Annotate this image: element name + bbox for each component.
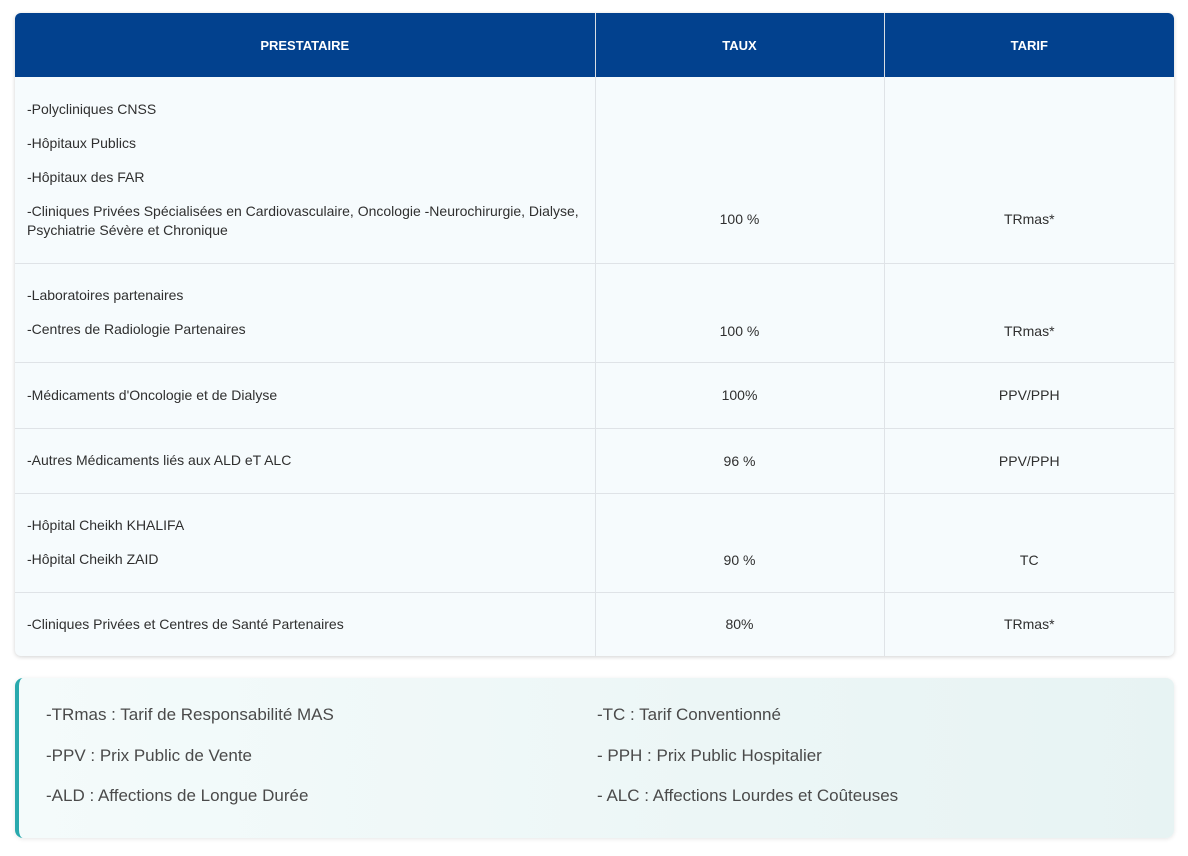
provider-name: -Médicaments d'Oncologie et de Dialyse xyxy=(27,386,278,403)
provider-name: -Autres Médicaments liés aux ALD eT ALC xyxy=(27,452,292,468)
table-row: -Cliniques Privées et Centres de Santé P… xyxy=(15,592,1174,656)
taux-cell: 90 % xyxy=(595,493,885,593)
provider-cell: -Hôpital Cheikh KHALIFA -Hôpital Cheikh … xyxy=(15,493,596,593)
tarif-cell: TC xyxy=(884,493,1174,593)
provider-cell: -Autres Médicaments liés aux ALD eT ALC xyxy=(15,428,596,494)
header-tarif: TARIF xyxy=(884,13,1174,77)
taux-cell: 100% xyxy=(595,362,885,429)
provider-cell: -Cliniques Privées et Centres de Santé P… xyxy=(15,592,596,656)
legend-item-alc: - ALC : Affections Lourdes et Coûteuses xyxy=(597,786,899,805)
rates-table-card: PRESTATAIRE TAUX TARIF -Polycliniques CN… xyxy=(15,13,1174,656)
taux-cell: 100 % xyxy=(595,263,885,363)
provider-name: -Centres de Radiologie Partenaires xyxy=(27,321,246,337)
provider-name: -Hôpitaux Publics xyxy=(27,134,136,151)
tarif-cell: PPV/PPH xyxy=(884,428,1174,494)
table-row: -Autres Médicaments liés aux ALD eT ALC … xyxy=(15,428,1174,494)
provider-name: -Cliniques Privées Spécialisées en Cardi… xyxy=(27,202,579,238)
tarif-cell: TRmas* xyxy=(884,77,1174,264)
rates-table: PRESTATAIRE TAUX TARIF -Polycliniques CN… xyxy=(15,13,1174,656)
legend-item-pph: - PPH : Prix Public Hospitalier xyxy=(597,746,822,765)
provider-name: -Cliniques Privées et Centres de Santé P… xyxy=(27,615,344,632)
table-row: -Laboratoires partenaires -Centres de Ra… xyxy=(15,263,1174,363)
provider-name: -Hôpital Cheikh KHALIFA xyxy=(27,517,185,533)
taux-cell: 96 % xyxy=(595,428,885,494)
taux-cell: 80% xyxy=(595,592,885,656)
header-taux: TAUX xyxy=(595,13,885,77)
legend-item-tc: -TC : Tarif Conventionné xyxy=(597,705,781,724)
header-prestataire: PRESTATAIRE xyxy=(15,13,596,77)
provider-cell: -Polycliniques CNSS -Hôpitaux Publics -H… xyxy=(15,77,596,264)
legend-item-trmas: -TRmas : Tarif de Responsabilité MAS xyxy=(46,705,334,724)
taux-cell: 100 % xyxy=(595,77,885,264)
provider-name: -Polycliniques CNSS xyxy=(27,100,157,117)
provider-name: -Hôpitaux des FAR xyxy=(27,168,145,185)
provider-name: -Laboratoires partenaires xyxy=(27,287,184,303)
legend-item-ald: -ALD : Affections de Longue Durée xyxy=(46,786,309,805)
tarif-cell: TRmas* xyxy=(1003,616,1055,633)
table-row: -Hôpital Cheikh KHALIFA -Hôpital Cheikh … xyxy=(15,493,1174,593)
provider-name: -Hôpital Cheikh ZAID xyxy=(27,551,159,567)
legend-item-ppv: -PPV : Prix Public de Vente xyxy=(46,746,252,765)
tarif-cell: TRmas* xyxy=(884,263,1174,363)
table-row: -Polycliniques CNSS -Hôpitaux Publics -H… xyxy=(15,77,1174,264)
provider-cell: -Laboratoires partenaires -Centres de Ra… xyxy=(15,263,596,363)
tarif-cell: PPV/PPH xyxy=(884,362,1174,429)
legend-box: -TRmas : Tarif de Responsabilité MAS -TC… xyxy=(15,678,1174,838)
provider-cell: -Médicaments d'Oncologie et de Dialyse xyxy=(15,362,596,429)
table-header-row: PRESTATAIRE TAUX TARIF xyxy=(15,13,1174,77)
table-row: -Médicaments d'Oncologie et de Dialyse 1… xyxy=(15,362,1174,429)
